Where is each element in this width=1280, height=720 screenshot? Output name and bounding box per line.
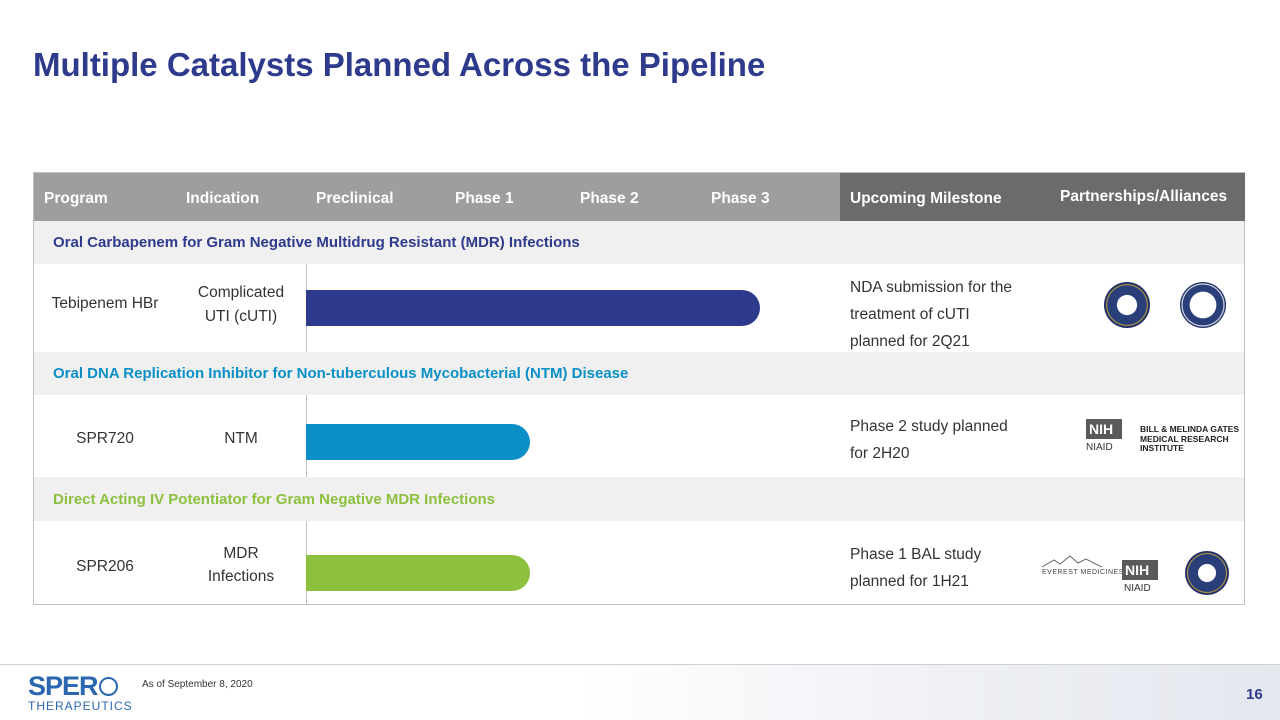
barda-seal-icon	[1180, 282, 1226, 328]
header-phase2: Phase 2	[580, 190, 639, 207]
table-header-right: Upcoming Milestone Partnerships/Alliance…	[840, 173, 1245, 221]
category-band: Oral DNA Replication Inhibitor for Non-t…	[34, 352, 1244, 395]
table-header: Program Indication Preclinical Phase 1 P…	[34, 173, 840, 221]
milestone-line: NDA submission for the	[850, 279, 1012, 296]
niaid-label: NIAID	[1086, 442, 1113, 453]
mountain-icon	[1042, 555, 1102, 568]
header-phase1: Phase 1	[455, 190, 514, 207]
footer-divider	[0, 664, 1280, 665]
niaid-label: NIAID	[1124, 583, 1151, 594]
milestone-line: for 2H20	[850, 445, 910, 462]
indication: Complicated UTI (cUTI)	[176, 281, 306, 329]
category-band: Direct Acting IV Potentiator for Gram Ne…	[34, 477, 1244, 521]
milestone-line: Phase 1 BAL study	[850, 546, 982, 563]
milestone-line: planned for 1H21	[850, 573, 969, 590]
pipeline-row: Tebipenem HBr Complicated UTI (cUTI) NDA…	[34, 264, 1244, 352]
dod-seal-icon	[1185, 551, 1229, 595]
indication-line: UTI (cUTI)	[204, 308, 278, 325]
gates-mri-logo: BILL & MELINDA GATES MEDICAL RESEARCH IN…	[1140, 424, 1240, 454]
program-name: Tebipenem HBr	[51, 295, 159, 312]
logo-subtitle: THERAPEUTICS	[28, 699, 133, 713]
milestone-text: Phase 1 BAL study planned for 1H21	[850, 541, 981, 595]
everest-label: EVEREST MEDICINES	[1042, 569, 1124, 576]
indication-line: Complicated	[197, 284, 285, 301]
pipeline-row: SPR720 NTM Phase 2 study planned for 2H2…	[34, 395, 1244, 477]
milestone-line: treatment of cUTI	[850, 306, 970, 323]
program-name: SPR206	[76, 558, 134, 575]
page-title: Multiple Catalysts Planned Across the Pi…	[33, 46, 766, 83]
footer-background	[0, 665, 1280, 720]
pipeline-row: SPR206 MDR Infections Phase 1 BAL study …	[34, 521, 1244, 605]
dod-seal-icon	[1104, 282, 1150, 328]
header-indication: Indication	[186, 190, 260, 207]
gates-line: INSTITUTE	[1140, 443, 1184, 453]
logo-o-icon	[98, 677, 118, 696]
pipeline-table: Program Indication Preclinical Phase 1 P…	[33, 172, 1245, 605]
header-preclinical: Preclinical	[316, 190, 394, 207]
indication: NTM	[224, 430, 258, 447]
category-label: Oral DNA Replication Inhibitor for Non-t…	[53, 365, 629, 382]
header-phase3: Phase 3	[711, 190, 770, 207]
as-of-date: As of September 8, 2020	[142, 679, 253, 690]
category-label: Oral Carbapenem for Gram Negative Multid…	[53, 234, 580, 251]
indication: MDR Infections	[176, 542, 306, 588]
header-partners: Partnerships/Alliances	[1060, 188, 1228, 205]
nih-logo: NIH	[1086, 419, 1122, 439]
program-name: SPR720	[76, 430, 134, 447]
header-milestone: Upcoming Milestone	[850, 190, 1002, 207]
logo-main-text: SPER	[28, 671, 99, 701]
logo-wordmark: SPER	[28, 673, 133, 700]
nih-logo: NIH	[1122, 560, 1158, 580]
progress-bar	[306, 424, 530, 460]
gates-line: BILL & MELINDA GATES	[1140, 424, 1240, 434]
milestone-line: planned for 2Q21	[850, 333, 970, 350]
category-label: Direct Acting IV Potentiator for Gram Ne…	[53, 491, 496, 508]
milestone-text: Phase 2 study planned for 2H20	[850, 413, 1008, 467]
everest-logo: EVEREST MEDICINES	[1042, 555, 1124, 576]
indication-line: Infections	[207, 568, 275, 585]
header-program: Program	[44, 190, 108, 207]
indication-line: MDR	[223, 545, 259, 562]
gates-line: MEDICAL RESEARCH	[1140, 433, 1229, 444]
category-band: Oral Carbapenem for Gram Negative Multid…	[34, 221, 1244, 264]
progress-bar	[306, 290, 760, 326]
spero-logo: SPER THERAPEUTICS	[28, 673, 133, 713]
page-number: 16	[1246, 686, 1263, 703]
progress-bar	[306, 555, 530, 591]
milestone-text: NDA submission for the treatment of cUTI…	[850, 274, 1012, 355]
milestone-line: Phase 2 study planned	[850, 418, 1008, 435]
